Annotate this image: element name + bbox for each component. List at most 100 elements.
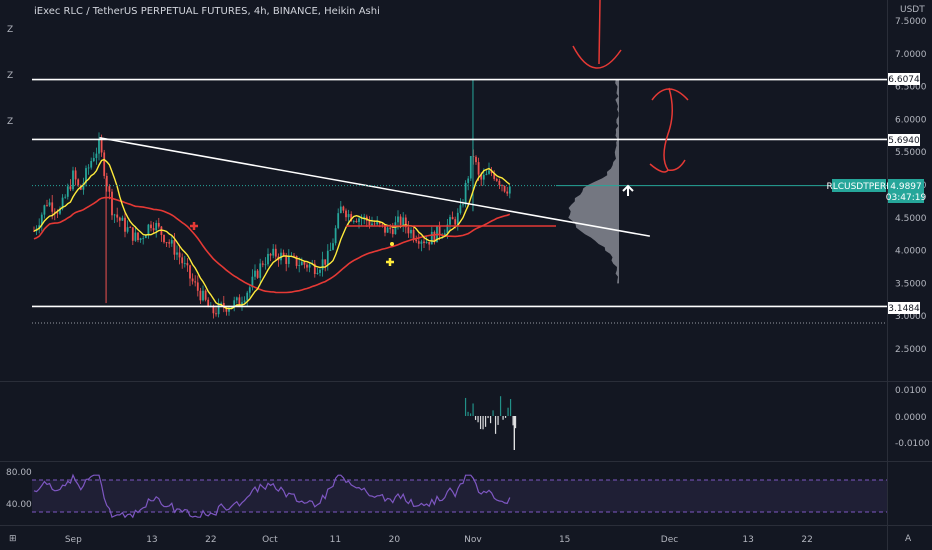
- candle-body: [482, 174, 485, 180]
- rsi-pane: 80.00 40.00: [6, 468, 887, 519]
- candle-body: [306, 264, 308, 268]
- time-tick: 11: [330, 535, 341, 545]
- candle-body: [235, 297, 238, 301]
- price-tick: 4.5000: [895, 214, 927, 224]
- candle-body: [98, 139, 100, 154]
- time-tick: 13: [146, 535, 157, 545]
- candle-body: [425, 242, 428, 243]
- candle-body: [173, 240, 176, 255]
- candle-body: [77, 179, 80, 186]
- candle-body: [222, 302, 225, 308]
- candle-body: [459, 205, 462, 213]
- up-arrow-drawing: [651, 87, 689, 171]
- candle-body: [246, 292, 249, 301]
- time-tick: Sep: [65, 535, 82, 545]
- candle-body: [376, 221, 379, 225]
- candle-body: [410, 229, 412, 234]
- candle-body: [238, 297, 241, 305]
- candle-body: [116, 214, 119, 218]
- candle-body: [215, 313, 217, 315]
- time-tick: 22: [205, 535, 216, 545]
- current-price-badge: 4.9897 03:47:19: [886, 179, 926, 203]
- candle-body: [386, 227, 389, 233]
- candle-body: [43, 205, 46, 215]
- candle-body: [121, 217, 124, 221]
- candle-body: [189, 265, 191, 279]
- time-tick: Dec: [661, 535, 678, 545]
- candle-body: [186, 263, 189, 266]
- candle-body: [95, 153, 98, 159]
- drawn-annotations[interactable]: [190, 0, 689, 266]
- rsi-tick: 40.00: [6, 500, 32, 510]
- histogram-bar: [484, 416, 487, 427]
- svg-text:5.6940: 5.6940: [888, 136, 920, 146]
- candle-body: [157, 222, 160, 227]
- time-tick: Nov: [464, 535, 482, 545]
- candle-body: [303, 261, 306, 265]
- candle-body: [168, 242, 171, 244]
- histogram-bar: [509, 399, 512, 416]
- candle-body: [56, 212, 59, 214]
- down-arrow-drawing-2: [649, 159, 686, 173]
- histogram-bar: [512, 416, 514, 426]
- candle-body: [269, 253, 272, 256]
- symbol-badge: RLCUSDTPERP: [826, 179, 892, 192]
- candle-body: [381, 223, 384, 225]
- candle-body: [243, 300, 246, 303]
- candle-body: [46, 205, 48, 207]
- candle-body: [199, 290, 202, 301]
- horizontal-levels[interactable]: [32, 78, 887, 308]
- candle-body: [508, 186, 511, 194]
- candle-body: [324, 259, 327, 265]
- trendline[interactable]: [99, 137, 650, 237]
- candle-body: [490, 170, 493, 174]
- candle-body: [194, 281, 197, 283]
- candle-body: [360, 218, 363, 220]
- candle-body: [423, 241, 425, 243]
- histogram-bar: [477, 416, 479, 423]
- time-tick: 13: [742, 535, 753, 545]
- candle-body: [61, 197, 64, 209]
- candle-body: [412, 229, 415, 240]
- candle-body: [274, 248, 277, 257]
- candle-body: [137, 232, 139, 241]
- candle-body: [488, 170, 490, 174]
- histogram-bar: [499, 396, 502, 416]
- candle-body: [142, 238, 145, 239]
- price-tick: 7.5000: [895, 17, 927, 27]
- candle-body: [501, 185, 503, 186]
- auto-scale-button[interactable]: A: [905, 534, 912, 544]
- candle-body: [139, 238, 142, 241]
- up-arrow-icon: [622, 184, 634, 196]
- candle-body: [298, 265, 301, 266]
- candle-body: [308, 264, 311, 268]
- candle-body: [181, 257, 184, 264]
- price-axis-labels: 6.6074 5.6940 3.1484 RLCUSDTPERP 4.9897 …: [826, 73, 926, 314]
- candle-body: [493, 173, 496, 179]
- z-marker-icon: Z: [7, 117, 13, 127]
- candle-body: [503, 185, 506, 192]
- candle-body: [33, 230, 35, 232]
- candle-body: [124, 217, 126, 232]
- candle-body: [454, 219, 457, 225]
- candle-body: [155, 222, 158, 231]
- histogram-bar: [507, 407, 509, 416]
- osc-tick: 0.0100: [895, 386, 927, 396]
- candle-body: [105, 175, 108, 187]
- candle-body: [449, 217, 451, 225]
- dot-marker: [390, 242, 394, 246]
- candle-body: [428, 242, 431, 245]
- candle-body: [100, 139, 103, 153]
- candle-body: [261, 263, 264, 265]
- candle-body: [217, 303, 220, 315]
- candle-body: [212, 306, 215, 314]
- price-tick: 3.0000: [895, 312, 927, 322]
- time-tick: 20: [389, 535, 401, 545]
- candle-body: [129, 227, 132, 229]
- svg-text:6.6074: 6.6074: [888, 75, 920, 85]
- candle-body: [363, 216, 366, 219]
- candle-body: [342, 206, 345, 211]
- candle-body: [319, 269, 321, 273]
- candle-body: [204, 290, 207, 300]
